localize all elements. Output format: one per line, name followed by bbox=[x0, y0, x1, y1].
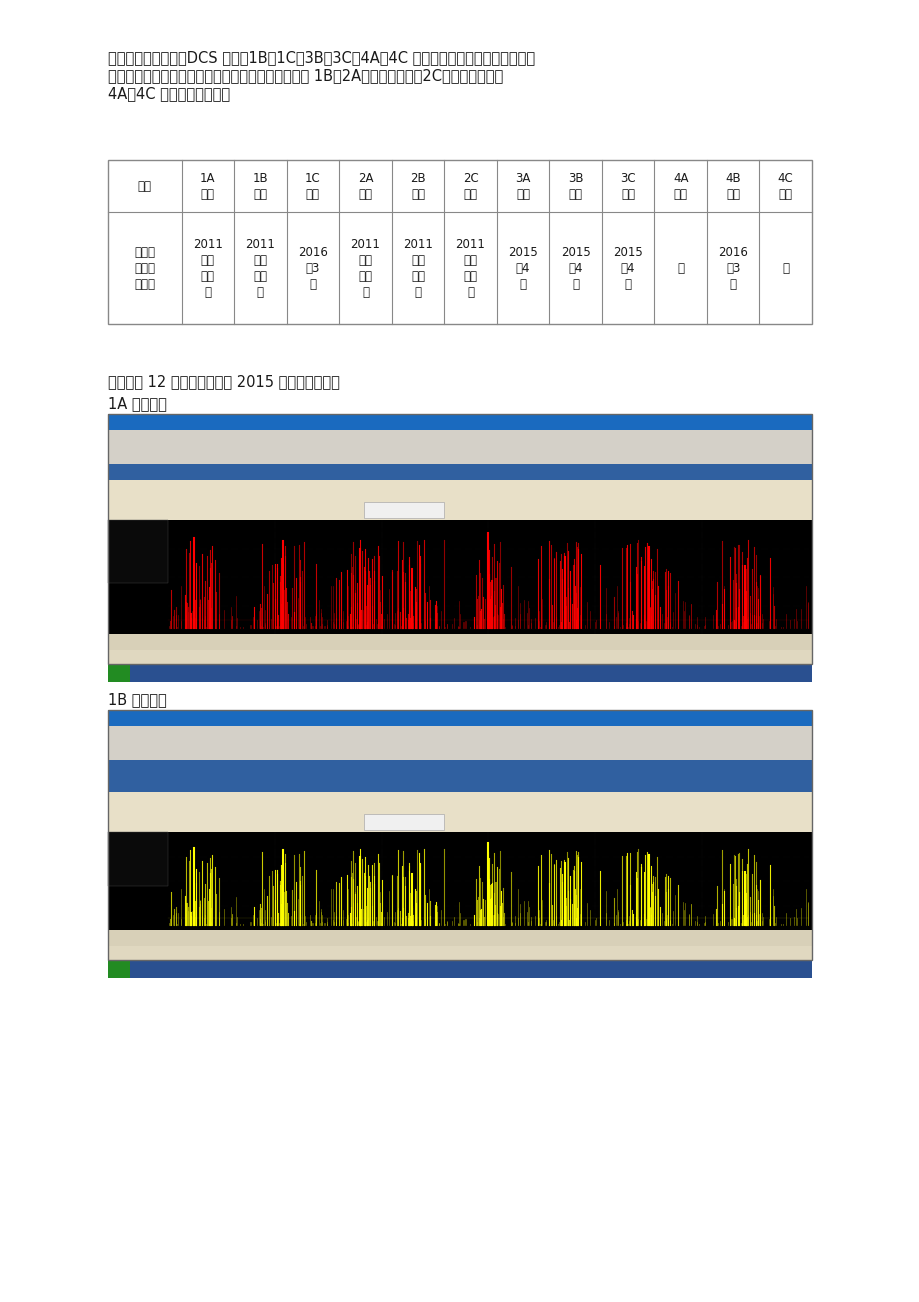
Text: 2011
年双
速改
造: 2011 年双 速改 造 bbox=[350, 237, 380, 298]
Text: 2B
循泵: 2B 循泵 bbox=[410, 172, 425, 201]
Text: 2015
年4
月: 2015 年4 月 bbox=[613, 246, 642, 290]
Bar bbox=[108, 519, 168, 583]
Text: 2011
年双
速改
造: 2011 年双 速改 造 bbox=[455, 237, 485, 298]
Bar bbox=[108, 448, 811, 464]
Bar bbox=[108, 650, 811, 664]
Text: 1B 循环水泵: 1B 循环水泵 bbox=[108, 691, 166, 707]
Bar bbox=[108, 812, 811, 832]
Text: 2C
循泵: 2C 循泵 bbox=[462, 172, 478, 201]
Bar bbox=[108, 710, 811, 960]
Bar bbox=[108, 710, 811, 727]
Bar bbox=[108, 430, 811, 448]
Bar bbox=[108, 480, 811, 500]
Text: 3C
循泵: 3C 循泵 bbox=[619, 172, 635, 201]
Text: 2011
年双
速改
造: 2011 年双 速改 造 bbox=[403, 237, 433, 298]
Text: 考我厂循泵的最近一次抽转子时间，下一步计划安排 1B、2A（检修状态）、2C（检修状态）、: 考我厂循泵的最近一次抽转子时间，下一步计划安排 1B、2A（检修状态）、2C（检… bbox=[108, 68, 503, 83]
Bar bbox=[108, 792, 811, 812]
Text: 2016
年3
月: 2016 年3 月 bbox=[298, 246, 327, 290]
Text: 最近一
次抽转
子时间: 最近一 次抽转 子时间 bbox=[134, 246, 155, 290]
Text: 2015
年4
月: 2015 年4 月 bbox=[560, 246, 590, 290]
Bar bbox=[108, 414, 811, 664]
Bar bbox=[108, 634, 811, 650]
Text: 2011
年双
速改
造: 2011 年双 速改 造 bbox=[245, 237, 275, 298]
Text: 2011
年双
速改
造: 2011 年双 速改 造 bbox=[193, 237, 222, 298]
Text: 附：我厂 12 台循环水泵电机 2015 年一年运行曲线: 附：我厂 12 台循环水泵电机 2015 年一年运行曲线 bbox=[108, 374, 339, 389]
Text: 2015
年4
月: 2015 年4 月 bbox=[507, 246, 538, 290]
Text: 3B
循泵: 3B 循泵 bbox=[567, 172, 583, 201]
Bar bbox=[108, 664, 130, 682]
Bar bbox=[108, 727, 811, 743]
Text: 1A 循环水泵: 1A 循环水泵 bbox=[108, 396, 166, 411]
Bar bbox=[108, 160, 811, 324]
Bar bbox=[108, 743, 811, 760]
Bar bbox=[108, 930, 811, 947]
Bar bbox=[108, 947, 811, 960]
Bar bbox=[363, 814, 443, 829]
Bar bbox=[363, 503, 443, 518]
Bar bbox=[108, 960, 811, 978]
Text: 机发现鼠笼条断裂。DCS 显示，1B、1C、3B、3C、4A、4C 电机的起停次数也相对较多，参: 机发现鼠笼条断裂。DCS 显示，1B、1C、3B、3C、4A、4C 电机的起停次… bbox=[108, 49, 535, 65]
Text: 4B
循泵: 4B 循泵 bbox=[724, 172, 740, 201]
Bar bbox=[108, 664, 811, 682]
Text: 3A
循泵: 3A 循泵 bbox=[515, 172, 530, 201]
Text: 4A
循泵: 4A 循泵 bbox=[672, 172, 687, 201]
Text: 4C
循泵: 4C 循泵 bbox=[777, 172, 793, 201]
Text: 1A
循泵: 1A 循泵 bbox=[199, 172, 215, 201]
Text: 无: 无 bbox=[676, 262, 684, 275]
Text: 电机: 电机 bbox=[138, 180, 152, 193]
Text: 2A
循泵: 2A 循泵 bbox=[357, 172, 373, 201]
Text: 4A、4C 循泵抽转子检查。: 4A、4C 循泵抽转子检查。 bbox=[108, 86, 230, 102]
Bar bbox=[108, 500, 811, 519]
Bar bbox=[108, 832, 811, 930]
Text: 1C
循泵: 1C 循泵 bbox=[305, 172, 321, 201]
Bar bbox=[108, 519, 811, 634]
Bar bbox=[108, 464, 811, 480]
Bar bbox=[108, 832, 168, 885]
Bar bbox=[108, 960, 130, 978]
Text: 2016
年3
月: 2016 年3 月 bbox=[718, 246, 747, 290]
Bar bbox=[108, 760, 811, 776]
Text: 无: 无 bbox=[781, 262, 789, 275]
Text: 1B
循泵: 1B 循泵 bbox=[253, 172, 267, 201]
Bar bbox=[108, 776, 811, 792]
Bar bbox=[108, 414, 811, 430]
